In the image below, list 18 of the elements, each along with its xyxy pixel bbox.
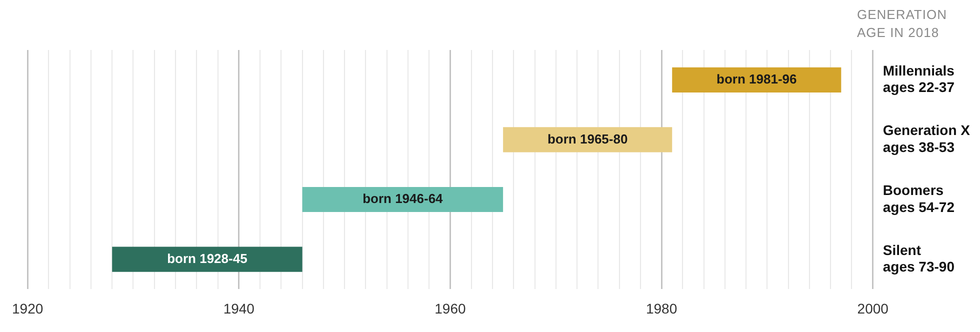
x-tick-label: 1920 (12, 300, 44, 316)
x-tick-label: 2000 (857, 300, 889, 316)
bar (112, 246, 302, 272)
x-tick-label: 1960 (434, 300, 466, 316)
data-label: born 1928-45 (167, 250, 248, 266)
data-label: born 1965-80 (547, 131, 628, 146)
bar (302, 186, 504, 212)
y-tick-label: Silent ages 73-90 (882, 242, 955, 275)
y-tick-label: Boomers ages 54-72 (882, 182, 955, 215)
x-tick-label: 1940 (223, 300, 255, 316)
bar (503, 127, 672, 152)
y-tick-label: Generation X ages 38-53 (882, 122, 971, 155)
data-label: born 1981-96 (716, 71, 797, 86)
bar (672, 67, 842, 92)
x-tick-label: 1980 (646, 300, 678, 316)
data-label: born 1946-64 (362, 191, 444, 206)
y-tick-label: Millennials ages 22-37 (882, 62, 955, 96)
y-axis-title: GENERATION AGE IN 2018 (857, 6, 948, 42)
